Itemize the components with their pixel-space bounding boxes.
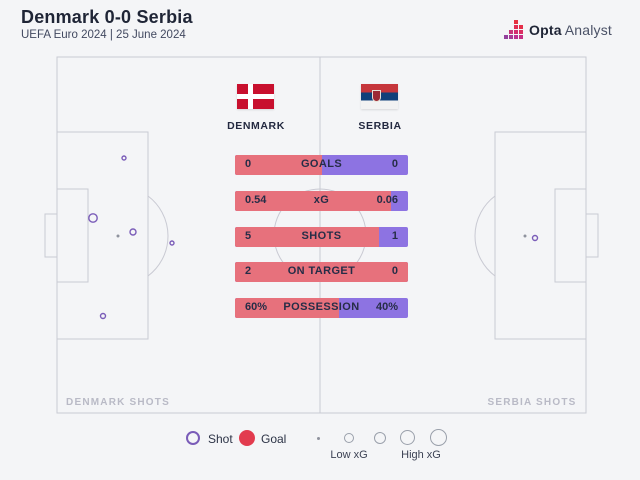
stat-value-away: 1 [391,230,398,242]
stat-value-home: 5 [245,230,252,242]
penalty-area-right [494,131,587,340]
opta-square [504,35,508,39]
opta-wordmark: Opta Analyst [529,22,612,38]
stat-value-home: 60% [245,301,268,313]
stat-value-home: 0.54 [245,194,267,206]
opta-square [519,30,523,34]
opta-square [519,35,523,39]
stat-label: ON TARGET [287,265,356,277]
stat-row-possession: 60% POSSESSION 40% [235,298,408,318]
high-xg-label: High xG [401,449,441,461]
opta-wordmark-bold: Opta [529,22,562,38]
denmark-flag [237,84,274,109]
opta-square [514,25,518,29]
opta-square [509,35,513,39]
low-xg-label: Low xG [330,449,368,461]
penalty-arc-left [147,195,169,277]
stat-row-shots: 5 SHOTS 1 [235,227,408,247]
shot-marker [99,312,107,320]
opta-square [514,35,518,39]
stat-bar-home-fill [235,262,408,282]
shot-marker [88,213,98,223]
opta-analyst-logo: Opta Analyst [504,20,612,40]
xg-scale-circle-xlarge-icon [430,429,447,446]
xg-scale-dot-icon [317,437,320,440]
denmark-shots-caption: DENMARK SHOTS [66,397,170,408]
opta-wordmark-light: Analyst [564,22,613,38]
stat-label: xG [313,194,330,206]
opta-squares-icon [504,20,524,40]
shot-legend-icon [186,431,200,445]
stat-value-away: 0.06 [376,194,398,206]
opta-square [519,25,523,29]
shot-marker [121,155,127,161]
stat-row-goals: 0 GOALS 0 [235,155,408,175]
xg-scale-circle-small-icon [344,433,354,443]
stat-label: POSSESSION [283,301,360,313]
stat-bar-home-fill [235,155,322,175]
stat-label: GOALS [300,158,343,170]
shot-legend-label: Shot [208,432,233,446]
serbia-shots-caption: SERBIA SHOTS [487,397,577,408]
page-subtitle: UEFA Euro 2024 | 25 June 2024 [21,29,186,41]
stat-row-xg: 0.54 xG 0.06 [235,191,408,211]
stat-bar-home-fill [235,227,380,247]
stat-value-away: 0 [391,158,398,170]
stat-bar-home-fill [235,298,339,318]
opta-square [514,30,518,34]
stat-value-home: 2 [245,265,252,277]
penalty-area-left [56,131,149,340]
goal-legend-icon [239,430,255,446]
stat-value-away: 0 [391,265,398,277]
goal-area-left [56,188,89,283]
stat-value-away: 40% [375,301,398,313]
stat-value-home: 0 [245,158,252,170]
serbia-crest-icon [372,90,381,102]
denmark-shot-markers [88,155,175,320]
penalty-spot-left [116,234,120,238]
penalty-arc-right [474,195,496,277]
stat-label: SHOTS [301,230,342,242]
goal-left [44,213,58,258]
serbia-flag [361,84,398,109]
goal-legend-label: Goal [261,432,287,446]
stat-row-on-target: 2 ON TARGET 0 [235,262,408,282]
home-team-name: DENMARK [227,120,285,132]
xg-scale-circle-medium-icon [374,432,386,444]
shot-marker [531,234,539,242]
shot-marker [129,228,137,236]
serbia-shot-markers [531,234,539,242]
opta-square [509,30,513,34]
opta-square [514,20,518,24]
stat-bar-home-fill [235,191,391,211]
goal-area-right [554,188,587,283]
page-title: Denmark 0-0 Serbia [21,7,193,27]
xg-scale-circle-large-icon [400,430,415,445]
shot-marker [169,240,175,246]
penalty-spot-right [523,234,527,238]
away-team-name: SERBIA [358,120,402,132]
goal-right [585,213,599,258]
